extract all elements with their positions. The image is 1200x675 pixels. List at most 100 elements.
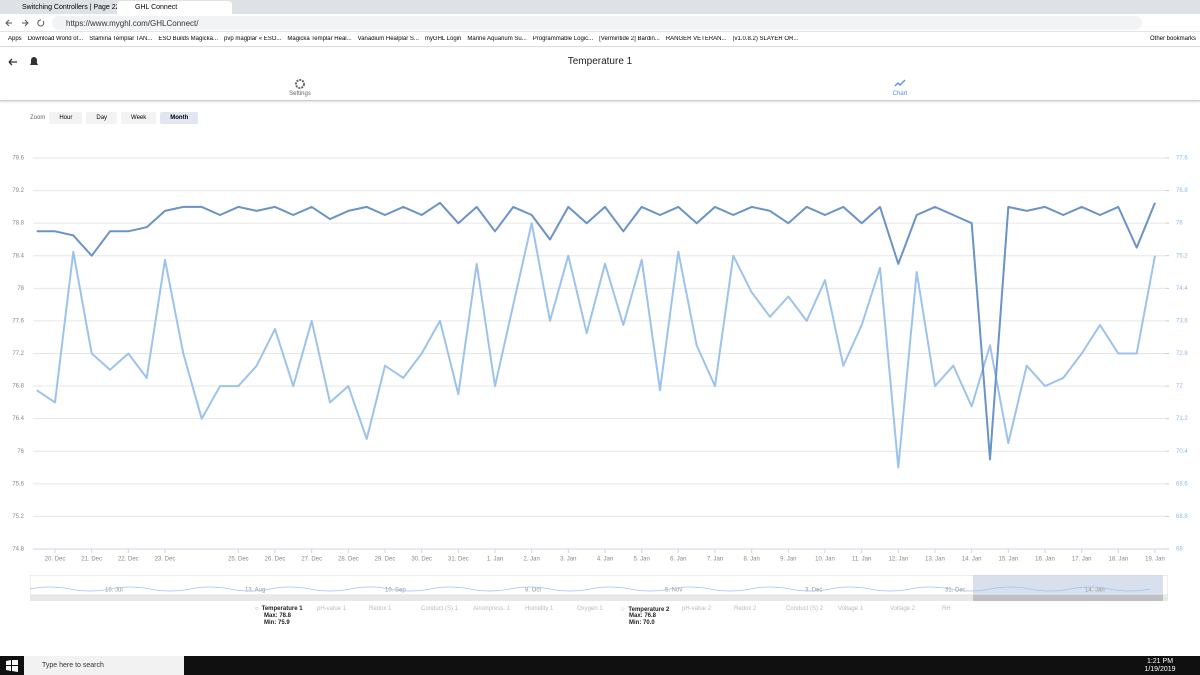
- x-tick-label: 26. Dec: [265, 557, 286, 563]
- x-tick-label: 18. Jan: [1108, 557, 1128, 563]
- legend-item-inactive[interactable]: RH: [942, 606, 951, 612]
- x-tick-label: 28. Dec: [338, 557, 359, 563]
- navigator-label: 8. Oct: [525, 588, 541, 594]
- zoom-button[interactable]: Week: [121, 112, 157, 124]
- y-tick-label: 76: [17, 449, 24, 455]
- x-tick-label: 2. Jan: [523, 557, 539, 563]
- zoom-bar: Zoom Hour Day Week Month: [30, 112, 199, 124]
- y2-tick-label: 68: [1176, 547, 1183, 553]
- legend-item-inactive[interactable]: Voltage 2: [890, 606, 916, 612]
- header-icons[interactable]: [6, 56, 42, 68]
- bookmark[interactable]: ESO Builds Magicka...: [158, 36, 219, 42]
- navigator-label: 31. Dec: [945, 588, 966, 594]
- x-tick-label: 17. Jan: [1072, 557, 1092, 563]
- y-tick-label: 76.4: [12, 416, 24, 422]
- bookmark[interactable]: (v1.0.8.2) SLAYER OR...: [732, 36, 799, 42]
- navigator-label: 16. Jul: [105, 588, 123, 594]
- bookmark[interactable]: Programmable Logic...: [532, 36, 594, 42]
- browser-tab[interactable]: Switching Controllers | Page 22 | ...: [4, 1, 119, 14]
- y-tick-label: 75.2: [12, 514, 24, 520]
- x-tick-label: 11. Jan: [852, 557, 871, 563]
- legend-item-inactive[interactable]: Redox 2: [734, 606, 757, 612]
- navigator: 16. Jul 13. Aug 10. Sep 8. Oct 5. Nov 3. Dec 3…: [30, 575, 1168, 601]
- scrollbar[interactable]: [30, 595, 1168, 601]
- x-tick-label: 21. Dec: [81, 557, 102, 563]
- x-tick-label: 1. Jan: [487, 557, 503, 563]
- legend-item-inactive[interactable]: Redox 1: [369, 606, 392, 612]
- y2-tick-label: 73.6: [1176, 318, 1188, 324]
- legend-item-inactive[interactable]: Conduct (S) 1: [421, 606, 459, 612]
- x-tick-label: 31. Dec: [448, 557, 469, 563]
- scrollbar-thumb[interactable]: [973, 595, 1163, 601]
- bookmark[interactable]: pvp magplar « ESO...: [224, 36, 282, 42]
- zoom-button[interactable]: Hour: [49, 112, 83, 124]
- zoom-button[interactable]: Month: [160, 112, 199, 124]
- bookmark[interactable]: Stamina Templar TAN...: [89, 36, 153, 42]
- y2-tick-label: 68.8: [1176, 514, 1188, 520]
- y-tick-label: 76.8: [12, 384, 24, 390]
- x-tick-label: 29. Dec: [375, 557, 396, 563]
- navigator-label: 3. Dec: [805, 588, 822, 594]
- settings-tab[interactable]: Settings: [289, 91, 311, 97]
- x-tick-label: 9. Jan: [780, 557, 796, 563]
- y2-tick-label: 74.4: [1176, 286, 1188, 292]
- bookmark[interactable]: Download World of...: [27, 36, 84, 42]
- legend-item-inactive[interactable]: Voltage 1: [838, 606, 864, 612]
- bookmark[interactable]: [Vermintide 2] Bardin...: [599, 36, 660, 42]
- tab-strip: Switching Controllers | Page 22 | ... GH…: [0, 0, 1200, 14]
- y-tick-label: 77.2: [12, 351, 24, 357]
- chart-tab[interactable]: Chart: [892, 91, 908, 97]
- y2-tick-label: 71.2: [1176, 416, 1188, 422]
- other-bookmarks[interactable]: Other bookmarks: [1150, 36, 1197, 42]
- chart-icon: [894, 79, 906, 87]
- zoom-button[interactable]: Day: [86, 112, 118, 124]
- legend-item-inactive[interactable]: pH-value 2: [682, 606, 712, 612]
- navigator-label: 5. Nov: [665, 588, 682, 594]
- bookmark[interactable]: Apps: [8, 36, 22, 42]
- x-tick-label: 16. Jan: [1035, 557, 1055, 563]
- y2-tick-label: 69.6: [1176, 481, 1188, 487]
- bookmark[interactable]: Marine Aquarium Su...: [467, 36, 527, 42]
- x-tick-label: 15. Jan: [998, 557, 1018, 563]
- navigator-label: 10. Sep: [385, 588, 406, 594]
- legend-item-inactive[interactable]: Oxygen 1: [577, 606, 603, 612]
- navigator-series: [30, 586, 1151, 592]
- bookmark[interactable]: RANGER VETERAN...: [665, 36, 727, 42]
- browser-tab[interactable]: GHL Connect: [117, 1, 232, 14]
- url-bar[interactable]: https://www.myghl.com/GHLConnect/: [52, 16, 1142, 30]
- bookmark[interactable]: Magicka Templar Heal...: [287, 36, 352, 42]
- zoom-label: Zoom: [30, 115, 46, 121]
- legend-stat: Max: 76.8: [629, 613, 657, 619]
- legend-item[interactable]: ○ Temperature 1: [255, 606, 303, 612]
- y2-tick-label: 76.8: [1176, 188, 1188, 194]
- x-tick-label: 27. Dec: [301, 557, 322, 563]
- chart: 79.6 79.2 78.8 78.4 78 77.6 77.2 76.8 76.4 76 75.6…: [12, 156, 1188, 563]
- search-box[interactable]: Type here to search: [24, 656, 184, 675]
- legend-stat: Min: 75.9: [264, 620, 290, 626]
- y-tick-label: 75.6: [12, 481, 24, 487]
- y-tick-label: 79.2: [12, 188, 24, 194]
- legend-item-inactive[interactable]: pH-value 1: [317, 606, 347, 612]
- y-tick-label: 74.8: [12, 547, 24, 553]
- y-tick-label: 77.6: [12, 318, 24, 324]
- legend-item-inactive[interactable]: Humidity 1: [525, 606, 554, 612]
- navigator-window[interactable]: [973, 575, 1163, 595]
- y-tick-label: 78: [17, 286, 24, 292]
- x-tick-label: 4. Jan: [597, 557, 613, 563]
- x-tick-label: 12. Jan: [888, 557, 908, 563]
- y-tick-label: 79.6: [12, 156, 24, 162]
- nav-buttons[interactable]: [4, 17, 48, 29]
- legend-item-inactive[interactable]: Airompress. 1: [473, 606, 511, 612]
- series-line: [36, 201, 1156, 461]
- bookmark[interactable]: myGHL Login: [424, 36, 462, 42]
- start-button[interactable]: [6, 660, 18, 672]
- x-tick-label: 6. Jan: [670, 557, 686, 563]
- page-title: Temperature 1: [567, 56, 633, 67]
- y-tick-label: 78.8: [12, 221, 24, 227]
- legend-item-inactive[interactable]: Conduct (S) 2: [786, 606, 824, 612]
- legend-stat: Max: 78.8: [264, 613, 292, 619]
- legend-item[interactable]: ☆ Temperature 2: [620, 606, 669, 613]
- clock-date: 1/19/2019: [1144, 666, 1176, 673]
- bookmark[interactable]: Vanadium Healplar S...: [357, 36, 419, 42]
